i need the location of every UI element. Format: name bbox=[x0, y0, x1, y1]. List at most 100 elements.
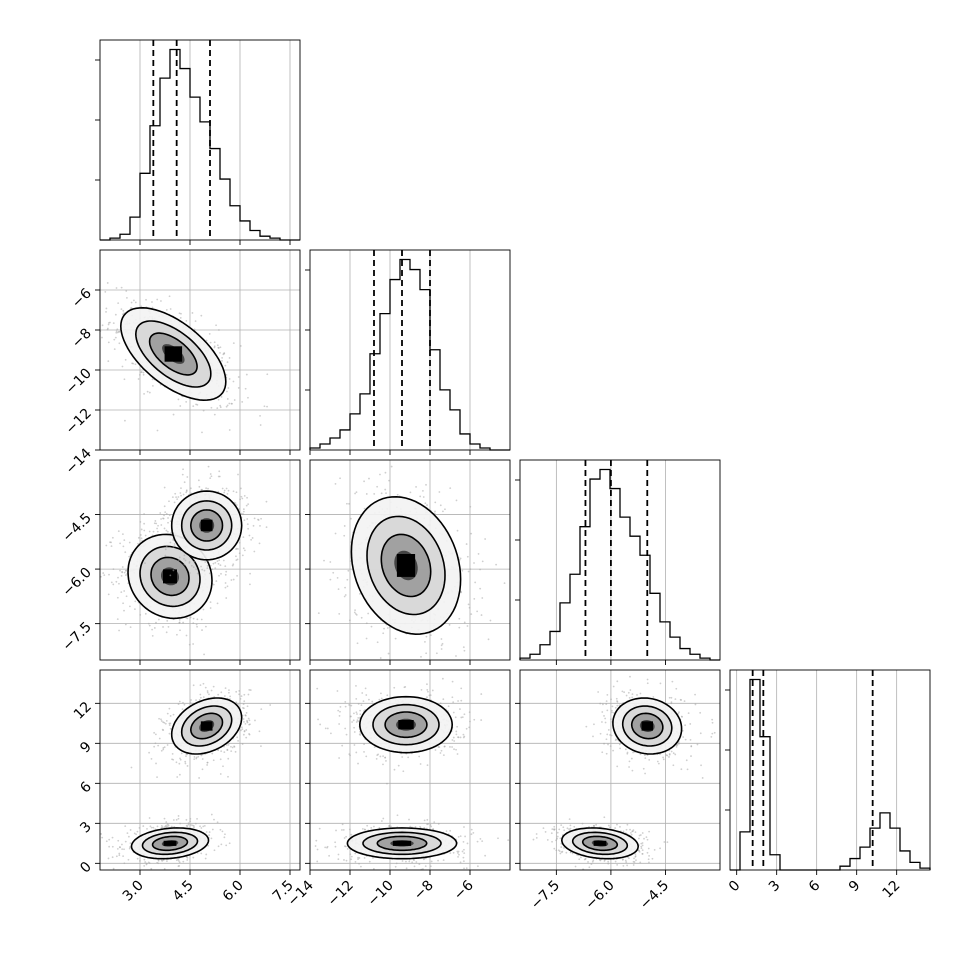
sample-point bbox=[484, 538, 487, 540]
sample-point bbox=[156, 530, 159, 533]
sample-point bbox=[121, 570, 123, 573]
sample-point bbox=[219, 406, 222, 409]
panel-frame bbox=[519, 459, 721, 661]
sample-point bbox=[426, 818, 429, 821]
sample-point bbox=[194, 320, 197, 323]
sample-point bbox=[203, 825, 206, 827]
sample-point bbox=[121, 365, 124, 368]
sample-point bbox=[228, 357, 231, 359]
sample-point bbox=[169, 574, 172, 577]
contour-line bbox=[362, 831, 442, 856]
sample-point bbox=[444, 508, 446, 511]
sample-point bbox=[124, 825, 127, 828]
contour-line bbox=[380, 533, 432, 598]
sample-point bbox=[405, 867, 408, 870]
sample-point bbox=[116, 618, 119, 621]
sample-point bbox=[456, 753, 459, 755]
sample-point bbox=[134, 301, 137, 304]
sample-point bbox=[177, 703, 180, 706]
sample-point bbox=[217, 562, 220, 565]
sample-point bbox=[463, 649, 466, 652]
sample-point bbox=[221, 360, 223, 362]
sample-point bbox=[388, 626, 391, 629]
sample-point bbox=[198, 485, 201, 488]
sample-point bbox=[351, 721, 353, 723]
sample-point bbox=[124, 358, 127, 361]
sample-point bbox=[110, 541, 112, 544]
sample-point bbox=[148, 530, 151, 533]
sample-point bbox=[173, 501, 176, 504]
sample-point bbox=[353, 611, 356, 614]
sample-point bbox=[458, 853, 460, 856]
sample-point bbox=[152, 826, 155, 829]
sample-point bbox=[130, 766, 133, 769]
sample-point bbox=[196, 618, 199, 621]
sample-point bbox=[116, 847, 119, 850]
contour-line bbox=[366, 515, 446, 616]
sample-point bbox=[379, 657, 382, 659]
sample-point bbox=[234, 750, 237, 753]
sample-point bbox=[210, 837, 213, 840]
sample-point bbox=[455, 655, 457, 657]
sample-point bbox=[181, 708, 184, 711]
sample-point bbox=[220, 572, 222, 575]
sample-point bbox=[228, 378, 231, 380]
sample-point bbox=[148, 391, 151, 394]
sample-point bbox=[112, 322, 115, 324]
sample-point bbox=[170, 825, 173, 828]
sample-point bbox=[196, 572, 199, 575]
sample-point bbox=[182, 701, 184, 704]
sample-point bbox=[241, 728, 244, 731]
sample-point bbox=[118, 582, 120, 585]
sample-point bbox=[124, 840, 127, 843]
sample-point bbox=[211, 752, 214, 755]
sample-point bbox=[166, 712, 169, 715]
sample-point bbox=[185, 818, 188, 821]
sample-point bbox=[224, 582, 227, 584]
sample-point bbox=[457, 855, 459, 858]
sample-point bbox=[242, 513, 245, 516]
sample-point bbox=[419, 495, 422, 498]
sample-point bbox=[198, 699, 201, 701]
sample-point bbox=[195, 699, 197, 702]
sample-point bbox=[107, 857, 110, 860]
sample-point bbox=[232, 342, 235, 345]
sample-point bbox=[354, 860, 357, 863]
sample-point bbox=[461, 850, 464, 853]
sample-point bbox=[383, 627, 385, 630]
sample-point bbox=[241, 497, 244, 500]
sample-point bbox=[456, 529, 459, 532]
sample-point bbox=[244, 714, 247, 717]
sample-point bbox=[246, 518, 249, 520]
sample-point bbox=[208, 693, 210, 696]
sample-point bbox=[390, 465, 393, 468]
sample-point bbox=[337, 853, 340, 856]
sample-point bbox=[487, 638, 490, 641]
sample-point bbox=[197, 755, 200, 758]
sample-point bbox=[365, 622, 368, 625]
sample-point bbox=[134, 600, 137, 603]
sample-point bbox=[249, 723, 251, 726]
sample-point bbox=[232, 380, 235, 383]
sample-point bbox=[116, 328, 119, 331]
sample-point bbox=[104, 290, 107, 293]
sample-point bbox=[241, 554, 244, 557]
sample-point bbox=[172, 539, 175, 542]
sample-point bbox=[429, 824, 432, 826]
sample-point bbox=[178, 773, 181, 776]
sample-point bbox=[105, 840, 108, 843]
sample-point bbox=[219, 404, 222, 407]
sample-point bbox=[139, 614, 142, 616]
sample-point bbox=[105, 544, 108, 547]
sample-point bbox=[180, 487, 182, 490]
sample-point bbox=[372, 867, 375, 870]
sample-point bbox=[341, 829, 343, 831]
sample-point bbox=[242, 547, 245, 550]
sample-point bbox=[119, 569, 121, 572]
sample-point bbox=[129, 846, 131, 848]
sample-point bbox=[243, 549, 246, 552]
sample-point bbox=[124, 623, 127, 626]
sample-point bbox=[430, 825, 433, 828]
sample-point bbox=[179, 822, 182, 825]
sample-point bbox=[183, 703, 186, 706]
